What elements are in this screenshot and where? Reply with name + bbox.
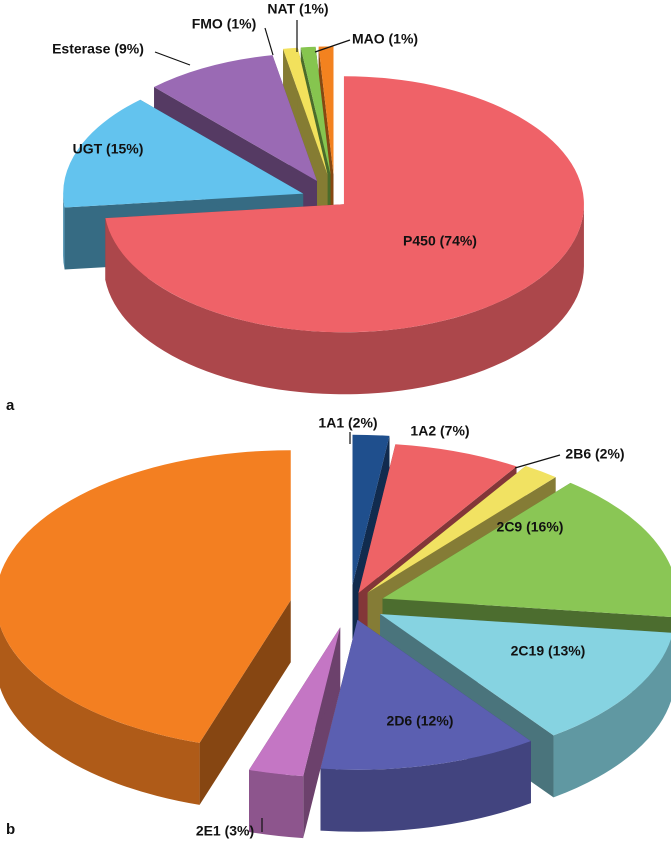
- leader-line: [154, 51, 191, 66]
- slice-wall: [199, 600, 291, 805]
- data-label: 2B6 (2%): [565, 446, 624, 462]
- data-label: 2E1 (3%): [196, 823, 254, 839]
- leader-line: [264, 27, 274, 56]
- slice: [249, 627, 341, 839]
- data-label: 2C9 (16%): [497, 519, 564, 535]
- panel-label: a: [6, 397, 15, 414]
- slice-top: [380, 614, 671, 736]
- slice-top: [318, 46, 334, 175]
- slice-side: [0, 625, 200, 805]
- data-label: 1A1 (2%): [318, 415, 377, 431]
- slice-top: [358, 444, 517, 594]
- slice-side: [553, 638, 671, 798]
- data-label: MAO (1%): [352, 31, 418, 47]
- data-label: 2D6 (12%): [387, 713, 454, 729]
- slice-top: [249, 627, 341, 777]
- slice-top: [283, 47, 328, 175]
- data-label: UGT (15%): [73, 141, 144, 157]
- slice-top: [300, 46, 331, 175]
- data-label: 2C19 (13%): [511, 643, 586, 659]
- slice-top: [382, 482, 671, 617]
- slice-side: [63, 193, 65, 270]
- slice-top: [0, 450, 291, 743]
- data-label: NAT (1%): [267, 1, 328, 17]
- slice-side: [105, 204, 584, 395]
- panel-label: b: [6, 821, 15, 838]
- data-label: FMO (1%): [192, 16, 257, 32]
- leader-line: [514, 454, 561, 469]
- slice: [105, 76, 584, 395]
- slice-top: [320, 619, 531, 770]
- data-label: 1A2 (7%): [410, 423, 469, 439]
- data-label: P450 (74%): [403, 233, 477, 249]
- slice-top: [352, 434, 390, 585]
- slice-side: [320, 741, 531, 832]
- leader-line: [314, 39, 351, 53]
- slice-top: [63, 99, 304, 208]
- slice-top: [367, 466, 556, 593]
- slice: [320, 619, 531, 832]
- slice-side: [249, 769, 304, 839]
- slice: [0, 450, 291, 805]
- slice-top: [154, 55, 318, 181]
- slice-top: [105, 76, 584, 333]
- data-label: Esterase (9%): [52, 41, 144, 57]
